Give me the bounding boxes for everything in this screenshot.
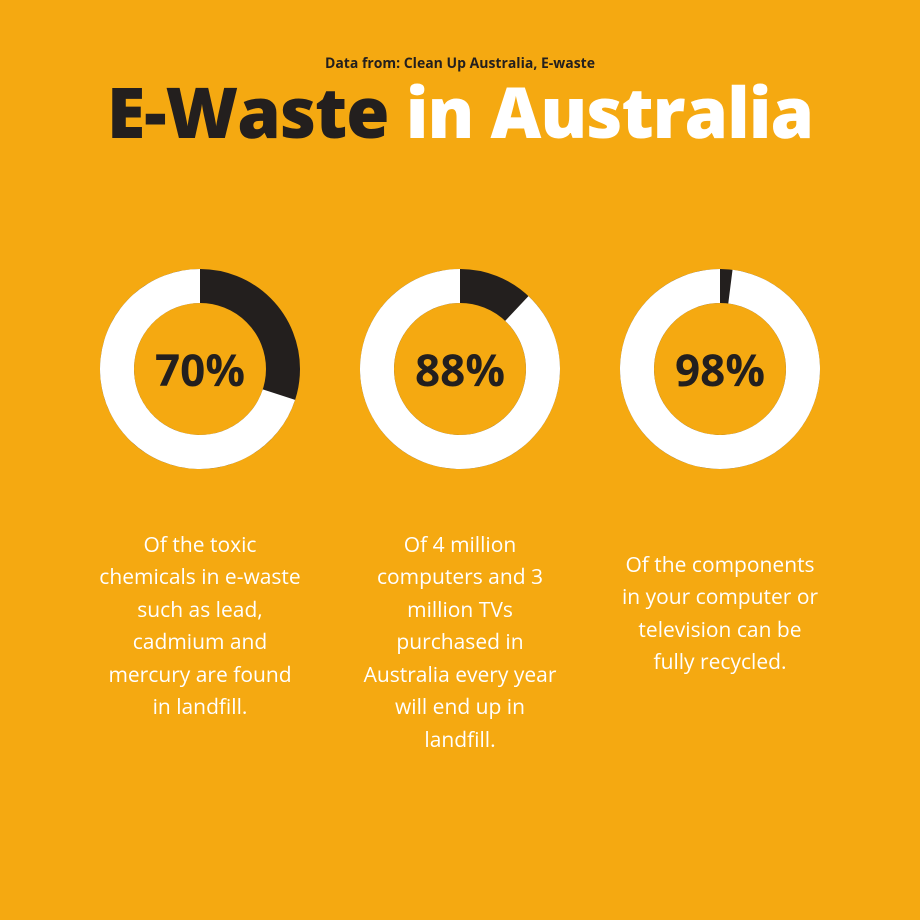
stat-col-1: 88% Of 4 million computers and 3 million… [340,269,580,757]
stat-description: Of 4 million computers and 3 million TVs… [340,529,580,757]
donut-percent-label: 70% [100,269,300,469]
donut-chart-1: 88% [360,269,560,469]
stats-row: 70% Of the toxic chemicals in e-waste su… [50,269,870,757]
stat-col-0: 70% Of the toxic chemicals in e-waste su… [80,269,320,757]
donut-percent-label: 88% [360,269,560,469]
stat-col-2: 98% Of the components in your computer o… [600,269,840,757]
stat-description: Of the components in your computer or te… [600,549,840,679]
stat-description: Of the toxic chemicals in e-waste such a… [80,529,320,724]
page-title: E-Waste in Australia [50,75,870,149]
title-part-2: in Australia [406,63,813,159]
infographic-canvas: Data from: Clean Up Australia, E-waste E… [0,0,920,920]
donut-percent-label: 98% [620,269,820,469]
title-part-1: E-Waste [107,63,389,159]
donut-chart-0: 70% [100,269,300,469]
donut-chart-2: 98% [620,269,820,469]
